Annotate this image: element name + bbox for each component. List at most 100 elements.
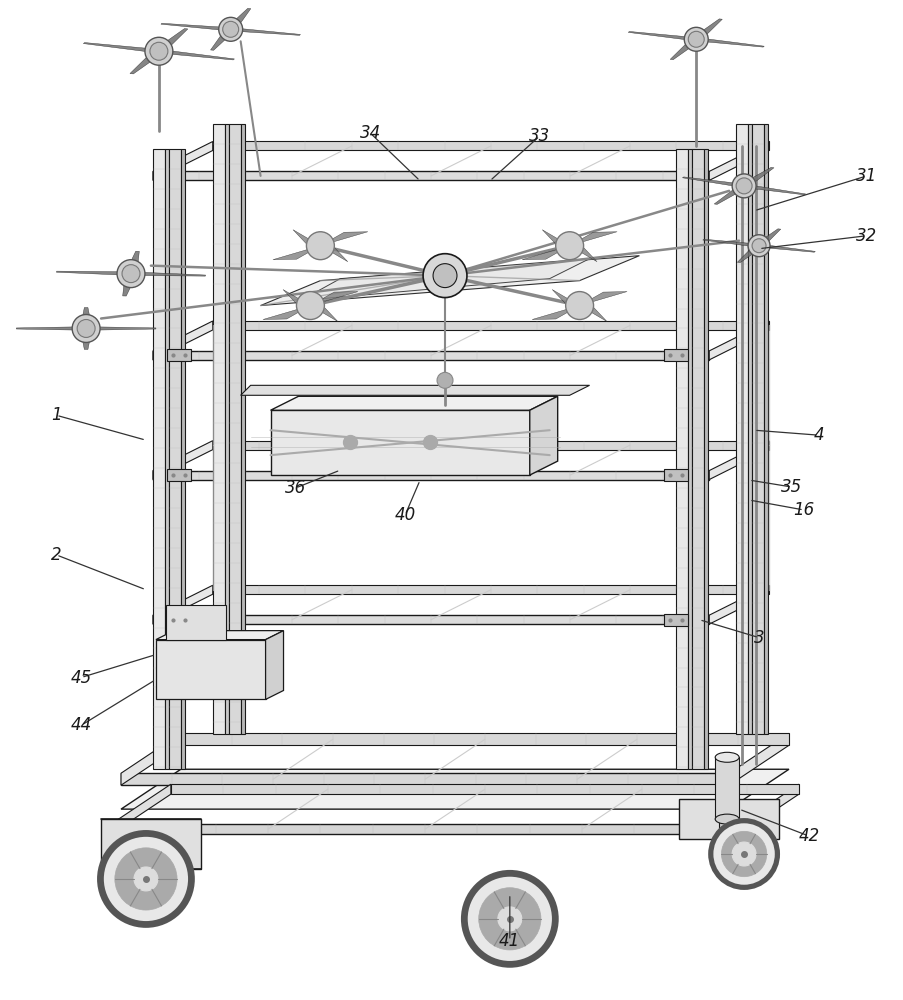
Polygon shape bbox=[735, 124, 748, 734]
Circle shape bbox=[721, 831, 766, 877]
Polygon shape bbox=[153, 471, 709, 480]
Polygon shape bbox=[664, 469, 687, 481]
Polygon shape bbox=[702, 239, 760, 247]
Circle shape bbox=[296, 292, 324, 320]
Polygon shape bbox=[729, 733, 788, 785]
Polygon shape bbox=[522, 246, 569, 260]
Circle shape bbox=[731, 842, 755, 866]
Polygon shape bbox=[130, 51, 164, 74]
Text: 33: 33 bbox=[528, 127, 550, 145]
Polygon shape bbox=[225, 124, 228, 734]
Circle shape bbox=[748, 235, 769, 257]
Text: 16: 16 bbox=[793, 501, 814, 519]
Polygon shape bbox=[283, 290, 310, 306]
Polygon shape bbox=[678, 799, 778, 839]
Polygon shape bbox=[56, 271, 131, 275]
Text: 45: 45 bbox=[70, 669, 92, 687]
Polygon shape bbox=[153, 321, 212, 360]
Polygon shape bbox=[153, 141, 212, 180]
Polygon shape bbox=[171, 784, 798, 794]
Polygon shape bbox=[682, 177, 746, 187]
Polygon shape bbox=[709, 585, 768, 624]
Polygon shape bbox=[293, 230, 320, 246]
Polygon shape bbox=[763, 124, 768, 734]
Text: 32: 32 bbox=[855, 227, 877, 245]
Circle shape bbox=[436, 372, 452, 388]
Circle shape bbox=[150, 42, 168, 60]
Polygon shape bbox=[80, 328, 92, 349]
Polygon shape bbox=[16, 327, 86, 330]
Polygon shape bbox=[694, 38, 763, 47]
Polygon shape bbox=[532, 306, 579, 320]
Circle shape bbox=[306, 232, 334, 260]
Circle shape bbox=[115, 848, 177, 910]
Circle shape bbox=[731, 174, 755, 198]
Polygon shape bbox=[753, 229, 780, 246]
Polygon shape bbox=[664, 614, 687, 626]
Polygon shape bbox=[737, 245, 763, 263]
Polygon shape bbox=[80, 308, 92, 328]
Text: 40: 40 bbox=[394, 506, 415, 524]
Text: 3: 3 bbox=[753, 629, 764, 647]
Circle shape bbox=[498, 907, 521, 931]
Circle shape bbox=[479, 888, 540, 950]
Polygon shape bbox=[212, 124, 225, 734]
Polygon shape bbox=[709, 441, 768, 480]
Polygon shape bbox=[83, 43, 161, 53]
Polygon shape bbox=[167, 614, 191, 626]
Polygon shape bbox=[228, 124, 240, 734]
Polygon shape bbox=[579, 292, 627, 306]
Circle shape bbox=[712, 823, 774, 885]
Text: 31: 31 bbox=[855, 167, 877, 185]
Polygon shape bbox=[86, 327, 155, 330]
Polygon shape bbox=[153, 585, 212, 624]
Circle shape bbox=[423, 254, 467, 298]
Polygon shape bbox=[265, 631, 284, 699]
Circle shape bbox=[687, 31, 703, 47]
Polygon shape bbox=[552, 290, 579, 306]
Polygon shape bbox=[111, 784, 171, 834]
Circle shape bbox=[77, 320, 95, 337]
Circle shape bbox=[144, 37, 172, 65]
Polygon shape bbox=[739, 784, 798, 834]
Polygon shape bbox=[300, 259, 589, 301]
Text: 41: 41 bbox=[498, 932, 520, 950]
Polygon shape bbox=[757, 244, 815, 252]
Polygon shape bbox=[687, 149, 692, 769]
Circle shape bbox=[72, 315, 100, 342]
Polygon shape bbox=[153, 615, 709, 624]
Polygon shape bbox=[273, 246, 320, 260]
Polygon shape bbox=[703, 149, 707, 769]
Polygon shape bbox=[164, 149, 169, 769]
Polygon shape bbox=[310, 292, 358, 306]
Polygon shape bbox=[153, 149, 164, 769]
Polygon shape bbox=[719, 819, 734, 844]
Polygon shape bbox=[229, 28, 300, 35]
Polygon shape bbox=[542, 230, 569, 246]
Polygon shape bbox=[212, 141, 768, 150]
Polygon shape bbox=[320, 246, 348, 262]
Polygon shape bbox=[210, 29, 236, 50]
Polygon shape bbox=[270, 410, 529, 475]
Polygon shape bbox=[181, 733, 788, 745]
Polygon shape bbox=[154, 29, 188, 52]
Polygon shape bbox=[212, 585, 768, 594]
Polygon shape bbox=[169, 149, 181, 769]
Polygon shape bbox=[260, 256, 638, 306]
Polygon shape bbox=[240, 124, 245, 734]
Polygon shape bbox=[310, 306, 338, 322]
Polygon shape bbox=[101, 819, 200, 869]
Polygon shape bbox=[153, 171, 709, 180]
Polygon shape bbox=[121, 733, 181, 785]
Polygon shape bbox=[212, 321, 768, 330]
Polygon shape bbox=[709, 321, 768, 360]
Text: 36: 36 bbox=[284, 479, 306, 497]
Polygon shape bbox=[741, 184, 805, 195]
Circle shape bbox=[104, 837, 188, 921]
Polygon shape bbox=[111, 824, 739, 834]
Text: 34: 34 bbox=[359, 124, 380, 142]
Polygon shape bbox=[130, 272, 205, 276]
Polygon shape bbox=[569, 232, 617, 246]
Ellipse shape bbox=[714, 814, 739, 824]
Polygon shape bbox=[165, 605, 226, 640]
